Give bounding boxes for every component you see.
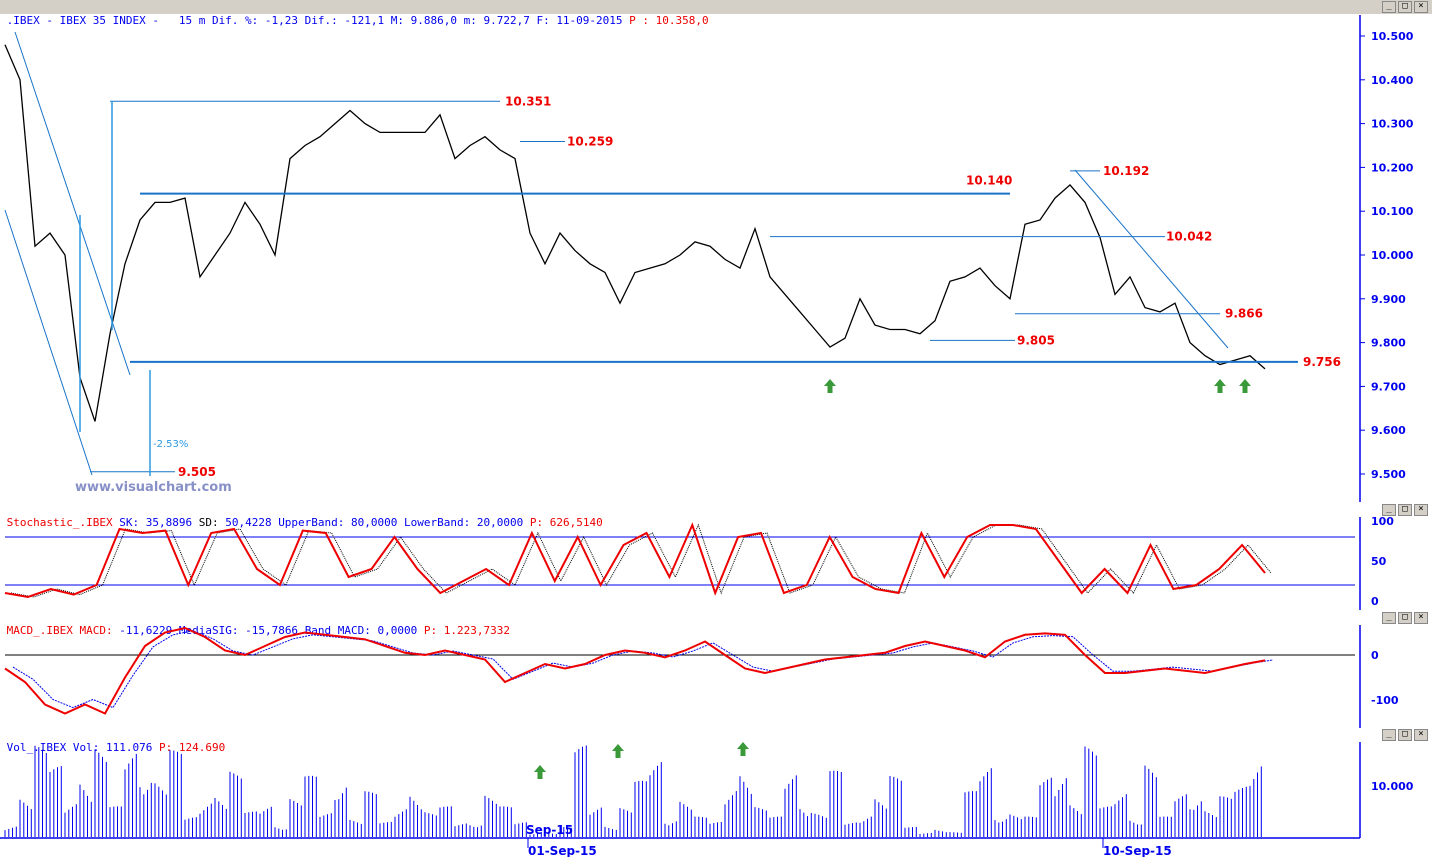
macd-header: MACD_.IBEX MACD: -11,6229 MediaSIG: -15,… [0, 610, 1432, 637]
sig-value: -15,7866 [245, 624, 299, 637]
macd-value: -11,6229 [119, 624, 173, 637]
sk-line [4, 522, 1266, 599]
y-tick-label: 50 [1371, 555, 1387, 568]
minimize-button[interactable]: _ [1382, 612, 1396, 624]
y-tick-label: 10.000 [1371, 780, 1414, 793]
macd-p: P: 1.223,7332 [423, 624, 511, 637]
level-label: 9.505 [178, 465, 216, 479]
last-price: P : 10.358,0 [629, 14, 709, 27]
sig-label: MediaSIG: [178, 624, 239, 637]
level-label: 10.351 [505, 94, 551, 108]
close-button[interactable]: × [1414, 612, 1428, 624]
stochastic-header: Stochastic_.IBEX SK: 35,8896 SD: 50,4228… [0, 502, 1432, 529]
y-tick-label: 10.000 [1371, 249, 1414, 262]
level-label: 9.805 [1017, 333, 1055, 347]
y-tick-label: 0 [1371, 595, 1379, 608]
percent-annotation: -2.53% [153, 439, 188, 450]
signal-line [12, 630, 1274, 709]
level-label: 9.866 [1225, 307, 1263, 321]
y-tick-label: 9.700 [1371, 380, 1406, 393]
vol-name: Vol_.IBEX [6, 741, 67, 754]
sd-line [10, 523, 1272, 598]
x-tick-label: 10-Sep-15 [1103, 844, 1172, 857]
level-label: 10.140 [966, 174, 1012, 188]
y-tick-label: 0 [1371, 649, 1379, 662]
vol-p: P: 124.690 [158, 741, 226, 754]
y-tick-label: 100 [1371, 515, 1394, 528]
level-label: 9.756 [1303, 355, 1341, 369]
lb-value: 20,0000 [476, 516, 524, 529]
sk-label: SK: [119, 516, 140, 529]
up-arrow-icon [824, 379, 836, 393]
up-arrow-icon [1239, 379, 1251, 393]
level-label: 10.192 [1103, 164, 1149, 178]
watermark: www.visualchart.com [75, 480, 232, 495]
minimize-button[interactable]: _ [1382, 1, 1396, 13]
symbol-title: .IBEX - IBEX 35 INDEX - [6, 14, 159, 27]
minimize-button[interactable]: _ [1382, 504, 1396, 516]
maximize-button[interactable]: □ [1398, 729, 1412, 741]
macd-name: MACD_.IBEX [6, 624, 73, 637]
symbol-info: 15 m Dif. %: -1,23 Dif.: -121,1 M: 9.886… [178, 14, 623, 27]
stoch-name: Stochastic_.IBEX [6, 516, 113, 529]
sd-value: 50,4228 [225, 516, 272, 529]
y-tick-label: 10.100 [1371, 205, 1414, 218]
macd-label: MACD: [79, 624, 113, 637]
up-arrow-icon [1214, 379, 1226, 393]
macd-line [4, 626, 1266, 715]
close-button[interactable]: × [1414, 1, 1428, 13]
up-arrow-icon [612, 744, 624, 758]
y-tick-label: 9.800 [1371, 337, 1406, 350]
ub-value: 80,0000 [351, 516, 398, 529]
title-bar: .IBEX - IBEX 35 INDEX - 15 m Dif. %: -1,… [0, 0, 1432, 27]
price-line [4, 44, 1266, 422]
band-value: 0,0000 [377, 624, 418, 637]
vol-label: Vol: [72, 741, 100, 754]
y-tick-label: 10.500 [1371, 30, 1414, 43]
maximize-button[interactable]: □ [1398, 504, 1412, 516]
band-label: Band_MACD: [304, 624, 371, 637]
y-tick-label: 9.600 [1371, 424, 1406, 437]
trendline [4, 209, 93, 476]
y-tick-label: 10.300 [1371, 118, 1414, 131]
up-arrow-icon [737, 742, 749, 756]
y-tick-label: 10.200 [1371, 161, 1414, 174]
y-tick-label: -100 [1371, 694, 1399, 707]
volume-header: Vol_.IBEX Vol: 111.076 P: 124.690 _ □ × [0, 727, 1432, 754]
minimize-button[interactable]: _ [1382, 729, 1396, 741]
x-inner-label: Sep-15 [526, 823, 573, 837]
x-tick-label: 01-Sep-15 [528, 844, 597, 857]
close-button[interactable]: × [1414, 729, 1428, 741]
vol-value: 111.076 [105, 741, 153, 754]
up-arrow-icon [534, 765, 546, 779]
maximize-button[interactable]: □ [1398, 1, 1412, 13]
level-label: 10.042 [1166, 230, 1212, 244]
ub-label: UpperBand: [278, 516, 345, 529]
stoch-p: P: 626,5140 [529, 516, 603, 529]
trendline [1074, 169, 1229, 349]
y-tick-label: 10.400 [1371, 74, 1414, 87]
y-tick-label: 9.900 [1371, 293, 1406, 306]
maximize-button[interactable]: □ [1398, 612, 1412, 624]
close-button[interactable]: × [1414, 504, 1428, 516]
level-label: 10.259 [567, 135, 613, 149]
sd-label: SD: [198, 516, 219, 529]
lb-label: LowerBand: [404, 516, 471, 529]
trendline [14, 31, 131, 376]
y-tick-label: 9.500 [1371, 468, 1406, 481]
sk-value: 35,8896 [145, 516, 193, 529]
